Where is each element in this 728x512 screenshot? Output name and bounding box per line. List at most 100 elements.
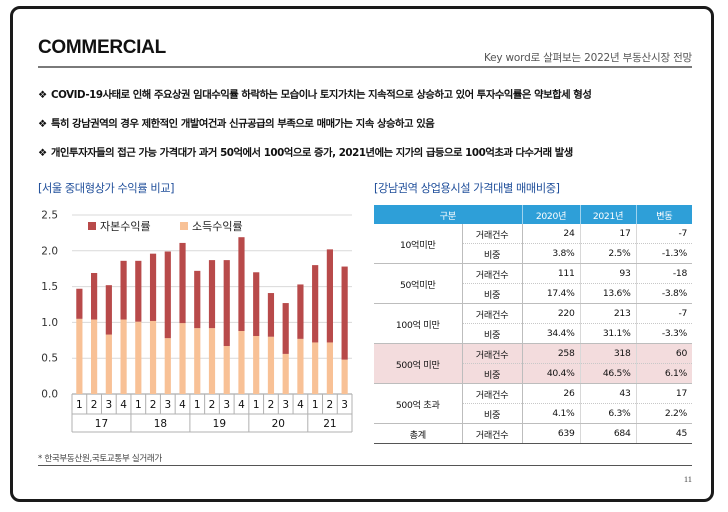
x-tick-label: 3 xyxy=(164,399,171,411)
table-section-title: [강남권역 상업용시설 가격대별 매매비중] xyxy=(374,182,560,195)
diamond-bullet-icon: ❖ xyxy=(38,147,47,159)
metric-label: 거래건수 xyxy=(462,343,523,364)
income-yield-bar xyxy=(267,336,275,394)
value-2020: 4.1% xyxy=(522,403,581,424)
x-tick-label: 1 xyxy=(312,399,319,411)
header-2021: 2021년 xyxy=(579,205,636,224)
income-yield-bar xyxy=(179,323,186,394)
price-band-label: 10억미만 xyxy=(374,224,463,264)
x-tick-label: 1 xyxy=(194,399,201,411)
value-2021: 46.5% xyxy=(580,363,637,384)
income-yield-bar xyxy=(194,328,201,394)
legend-swatch-income xyxy=(180,222,188,230)
capital-yield-bar xyxy=(253,272,260,337)
x-tick-label: 2 xyxy=(327,399,334,411)
capital-yield-bar xyxy=(238,237,245,331)
footer-divider xyxy=(38,465,692,466)
header-divider xyxy=(38,66,692,68)
diamond-bullet-icon: ❖ xyxy=(38,89,47,101)
value-change: 6.1% xyxy=(636,363,692,384)
table-row: 100억 미만 거래건수 220 213 -7 xyxy=(374,303,692,344)
x-tick-label: 3 xyxy=(282,399,289,411)
year-label: 21 xyxy=(323,418,336,430)
bullet-item: ❖ 특히 강남권역의 경우 제한적인 개발여건과 신규공급의 부족으로 매매가는 … xyxy=(38,117,698,146)
page-number: 11 xyxy=(683,474,692,484)
x-tick-label: 3 xyxy=(105,399,112,411)
year-label: 18 xyxy=(154,418,167,430)
table-row: 10억미만 거래건수 24 17 -7 xyxy=(374,224,692,264)
y-tick-label: 2.5 xyxy=(41,210,58,222)
y-tick-label: 0.5 xyxy=(41,353,58,365)
x-tick-label: 2 xyxy=(150,399,157,411)
value-change: 60 xyxy=(636,343,692,364)
capital-yield-bar xyxy=(105,285,112,335)
y-tick-label: 0.0 xyxy=(41,389,58,401)
table-row: 비중 40.4% 46.5% 6.1% xyxy=(374,363,692,384)
bullet-item: ❖ COVID-19사태로 인해 주요상권 임대수익률 하락하는 모습이나 토지가… xyxy=(38,88,698,117)
income-yield-bar xyxy=(282,353,289,394)
metric-label: 비중 xyxy=(462,403,523,424)
income-yield-bar xyxy=(223,346,230,394)
source-note: * 한국부동산원,국토교통부 실거래가 xyxy=(38,454,162,464)
header-change: 변동 xyxy=(635,205,692,224)
value-2021: 318 xyxy=(580,343,637,364)
x-tick-label: 2 xyxy=(209,399,216,411)
income-yield-bar xyxy=(164,338,171,394)
chart-section-title: [서울 중대형상가 수익률 비교] xyxy=(38,182,175,195)
income-yield-bar xyxy=(135,321,142,394)
value-change: 17 xyxy=(636,383,692,404)
table-row: 500억 미만 거래건수 258 318 60 xyxy=(374,343,692,384)
y-tick-label: 1.0 xyxy=(41,317,58,329)
income-yield-bar xyxy=(208,328,216,394)
value-2020: 24 xyxy=(522,224,581,244)
value-2020: 111 xyxy=(522,263,581,284)
capital-yield-bar xyxy=(223,260,230,347)
table-row: 50억미만 거래건수 111 93 -18 xyxy=(374,263,692,304)
value-2020: 3.8% xyxy=(522,243,581,264)
value-2021: 684 xyxy=(580,423,637,444)
table-body: 10억미만 거래건수 24 17 -7 비중 3.8% 2.5% -1.3% 5… xyxy=(374,224,692,444)
capital-yield-bar xyxy=(149,253,157,321)
capital-yield-bar xyxy=(76,288,83,319)
year-label: 20 xyxy=(272,418,285,430)
value-change: 2.2% xyxy=(636,403,692,424)
metric-label: 비중 xyxy=(462,243,523,264)
x-tick-label: 4 xyxy=(297,399,304,411)
capital-yield-bar xyxy=(208,260,216,329)
value-change: -1.3% xyxy=(636,243,692,264)
income-yield-bar xyxy=(149,320,157,394)
value-2021: 2.5% xyxy=(580,243,637,264)
metric-label: 거래건수 xyxy=(462,303,523,324)
table-total-row: 총계 거래건수 639 684 45 xyxy=(374,423,692,444)
metric-label: 거래건수 xyxy=(462,224,523,244)
capital-yield-bar xyxy=(326,249,333,343)
page-subtitle: Key word로 살펴보는 2022년 부동산시장 전망 xyxy=(483,52,692,64)
income-yield-bar xyxy=(253,336,260,394)
x-tick-label: 4 xyxy=(238,399,245,411)
metric-label: 비중 xyxy=(462,283,523,304)
value-2021: 13.6% xyxy=(580,283,637,304)
year-label: 17 xyxy=(95,418,108,430)
value-change: -3.8% xyxy=(636,283,692,304)
table-row: 비중 34.4% 31.1% -3.3% xyxy=(374,323,692,344)
table-row: 비중 3.8% 2.5% -1.3% xyxy=(374,243,692,264)
capital-yield-bar xyxy=(194,270,201,329)
value-2021: 31.1% xyxy=(580,323,637,344)
x-tick-label: 2 xyxy=(268,399,275,411)
value-2020: 34.4% xyxy=(522,323,581,344)
metric-label: 거래건수 xyxy=(462,423,523,444)
x-tick-label: 2 xyxy=(91,399,98,411)
value-change: -7 xyxy=(636,303,692,324)
value-2021: 6.3% xyxy=(580,403,637,424)
capital-yield-bar xyxy=(312,265,319,343)
price-band-label: 100억 미만 xyxy=(374,303,463,344)
x-tick-label: 3 xyxy=(341,399,348,411)
price-band-label: 50억미만 xyxy=(374,263,463,304)
y-tick-label: 2.0 xyxy=(41,245,58,257)
bullet-item: ❖ 개인투자자들의 접근 가능 가격대가 과거 50억에서 100억으로 증가, … xyxy=(38,146,698,175)
income-yield-bar xyxy=(312,342,319,394)
value-2021: 17 xyxy=(580,224,637,244)
income-yield-bar xyxy=(341,359,348,394)
metric-label: 비중 xyxy=(462,323,523,344)
x-tick-label: 1 xyxy=(253,399,260,411)
